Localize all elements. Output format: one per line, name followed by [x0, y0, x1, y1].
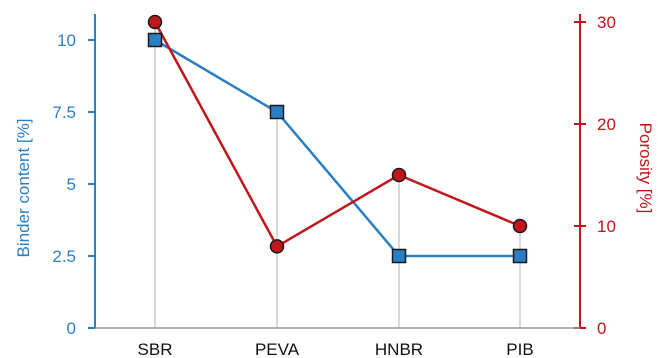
- left-tick-label: 5: [67, 175, 76, 194]
- binder-content-point: [512, 248, 528, 264]
- x-tick-label: HNBR: [375, 340, 423, 358]
- right-axis: 0 10 20 30: [574, 13, 616, 338]
- porosity-point: [391, 167, 407, 183]
- series-markers: [147, 14, 528, 264]
- x-tick-label: PIB: [506, 340, 533, 358]
- porosity-point: [512, 218, 528, 234]
- binder-content-point: [269, 104, 285, 120]
- left-tick-label: 7.5: [52, 103, 76, 122]
- right-tick-label: 20: [597, 115, 616, 134]
- category-drop-lines: [154, 22, 521, 328]
- series-lines: [153, 21, 521, 258]
- left-tick-label: 0: [67, 319, 76, 338]
- porosity-point: [269, 239, 285, 254]
- porosity-point: [147, 14, 163, 30]
- x-tick-label: PEVA: [255, 340, 300, 358]
- left-axis: 0 2.5 5 7.5 10: [52, 14, 96, 338]
- right-axis-title: Porosity [%]: [636, 123, 655, 214]
- left-tick-label: 2.5: [52, 247, 76, 266]
- left-tick-label: 10: [57, 31, 76, 50]
- binder-content-line: [154, 38, 520, 258]
- right-tick-label: 0: [597, 319, 606, 338]
- binder-content-point: [391, 248, 407, 264]
- porosity-line: [153, 21, 521, 248]
- x-axis: SBR PEVA HNBR PIB: [95, 327, 580, 358]
- x-tick-label: SBR: [138, 340, 173, 358]
- right-tick-label: 10: [597, 217, 616, 236]
- left-axis-title: Binder content [%]: [14, 119, 33, 258]
- binder-content-point: [147, 32, 163, 48]
- right-tick-label: 30: [597, 13, 616, 32]
